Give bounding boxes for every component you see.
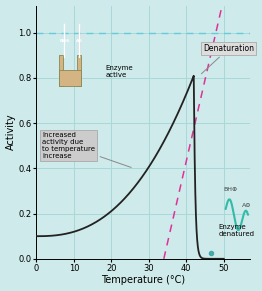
Text: A⊖: A⊖ [76, 39, 83, 42]
FancyBboxPatch shape [59, 70, 81, 86]
Text: Enzyme
active: Enzyme active [106, 65, 133, 78]
FancyBboxPatch shape [77, 55, 81, 86]
FancyBboxPatch shape [59, 55, 63, 86]
X-axis label: Temperature (°C): Temperature (°C) [101, 276, 185, 285]
Text: Increased
activity due
to temperature
increase: Increased activity due to temperature in… [42, 132, 131, 167]
Text: BH⊕: BH⊕ [59, 39, 70, 42]
Text: A⊖: A⊖ [242, 203, 251, 208]
Text: BH⊕: BH⊕ [224, 187, 238, 192]
Y-axis label: Activity: Activity [6, 114, 15, 150]
Text: Enzyme
denatured: Enzyme denatured [218, 224, 254, 237]
Text: Denaturation: Denaturation [201, 44, 254, 74]
Circle shape [64, 24, 65, 58]
Circle shape [79, 24, 80, 58]
